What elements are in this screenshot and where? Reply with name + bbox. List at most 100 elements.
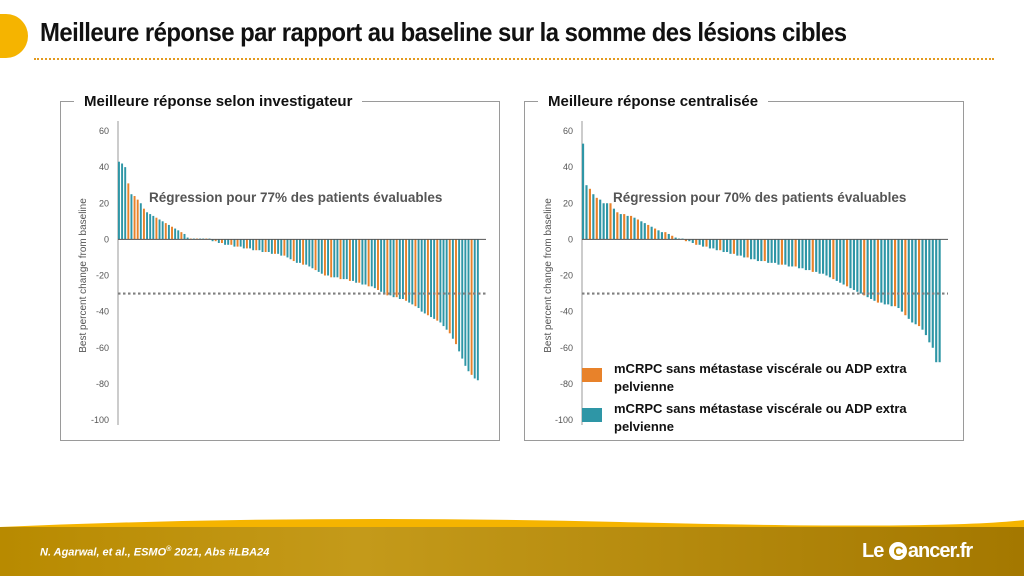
bar [155,217,158,240]
bar [395,239,398,298]
bar [588,188,591,240]
bar [835,239,838,281]
y-tick-label-8: -100 [91,415,109,425]
bar [609,203,612,240]
bar [705,239,708,247]
bar [180,232,183,240]
bar [139,203,142,240]
chart-title-central: Meilleure réponse centralisée [538,93,769,110]
citation-prefix: N. Agarwal, et al., ESMO [40,546,167,559]
bar [585,185,588,240]
bar [473,239,476,379]
bar [715,239,718,251]
bar [174,228,177,240]
y-tick-label-5: -40 [560,307,573,317]
bar [127,183,130,240]
bar [286,239,289,258]
bar [633,217,636,240]
y-axis-label: Best percent change from baseline [78,198,89,353]
bar [314,239,317,271]
bar [292,239,295,262]
bar [599,199,602,240]
bar [719,239,722,251]
bar [121,163,124,240]
y-tick-label-4: -20 [560,271,573,281]
bar [650,226,653,240]
y-tick-label-3: 0 [104,234,109,244]
bar [582,143,585,240]
bar [183,233,186,240]
bar [691,239,694,243]
y-tick-label-6: -60 [560,343,573,353]
bar [439,239,442,323]
bar [386,239,389,296]
bar [136,199,139,240]
bar [763,239,766,262]
bar [146,212,149,240]
bar [467,239,470,372]
bar [299,239,301,263]
bar [236,239,239,247]
bar [277,239,280,254]
bar [636,219,639,240]
bar [702,239,705,247]
bar [876,239,879,303]
bar [770,239,773,263]
bar [753,239,756,260]
bar [640,221,643,240]
bar [426,239,429,316]
bar [825,239,828,276]
logo-ancer: ancer.fr [907,540,973,562]
bar [411,239,414,305]
bar [320,239,323,274]
bar [352,239,354,281]
bar [420,239,423,312]
bar [423,239,426,314]
bar [270,239,273,254]
logo-c-icon: C [888,542,907,560]
bar [808,239,811,271]
y-tick-label-7: -80 [560,379,573,389]
y-tick-label-6: -60 [96,343,109,353]
bar [239,239,242,247]
legend-swatch-teal [582,408,602,422]
bar [654,228,657,240]
y-tick-label-4: -20 [96,271,109,281]
bar [224,239,227,245]
bar [323,239,326,276]
bar [804,239,807,271]
y-axis-label: Best percent change from baseline [543,198,554,353]
bar [267,239,270,253]
bar [883,239,886,305]
bar [863,239,866,296]
bar [647,224,650,240]
bar [595,197,598,240]
bar [305,239,308,265]
bar [245,239,248,249]
bar [311,239,314,269]
bar [616,212,619,240]
bar [924,239,927,336]
bar [377,239,379,290]
bar [142,208,145,240]
bar [405,239,408,301]
legend-swatch-orange [582,368,602,382]
bar [336,239,339,278]
bar [339,239,342,280]
bar [455,239,457,345]
bar [227,239,230,245]
bar [242,239,245,249]
bar [230,239,233,245]
bar [660,232,663,240]
bar [401,239,404,299]
bar [746,239,749,258]
bar [822,239,825,274]
bar [938,239,941,363]
bar [842,239,845,285]
bar [264,239,267,253]
bar [367,239,370,287]
regression-annotation: Régression pour 70% des patients évaluab… [613,190,906,205]
bar [688,239,691,242]
